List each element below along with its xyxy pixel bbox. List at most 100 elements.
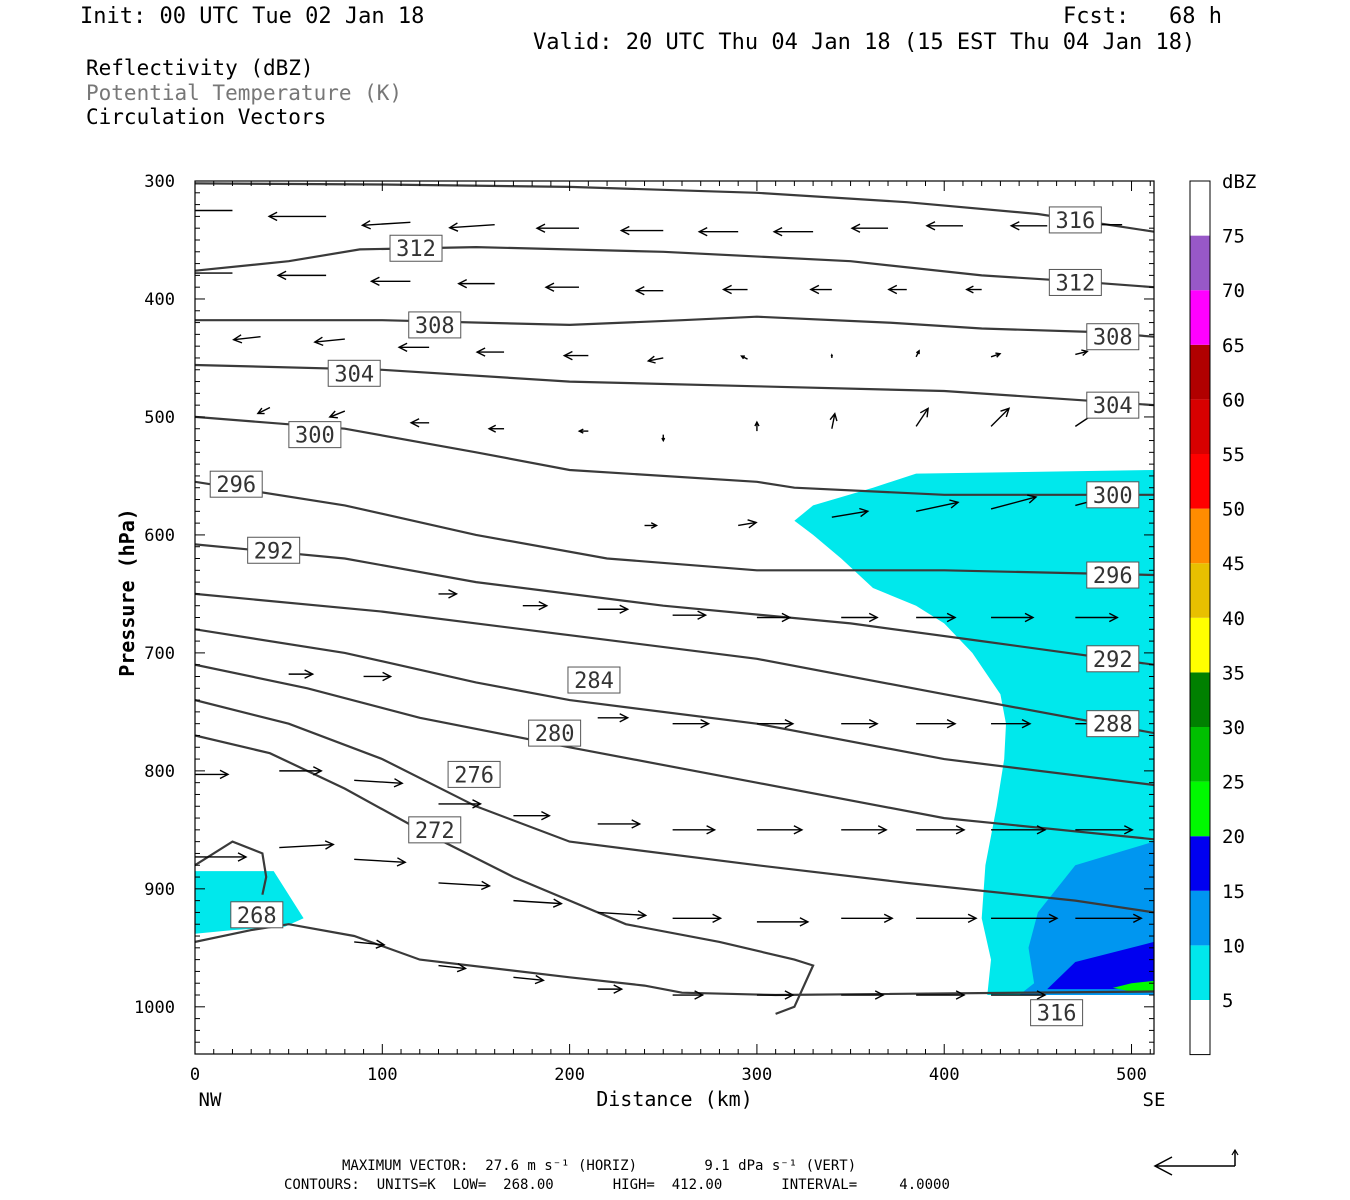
- vector-head: [995, 352, 1002, 358]
- vector-head: [868, 612, 879, 623]
- circulation-vector: [991, 990, 1047, 1000]
- vector-head: [784, 990, 795, 1000]
- circulation-vector: [661, 434, 666, 443]
- vector-head: [313, 336, 324, 347]
- contour-label-300: 300: [288, 421, 342, 449]
- colorbar-tick-label: 75: [1222, 226, 1245, 248]
- circulation-vector: [438, 589, 459, 599]
- contour-label-text: 300: [295, 424, 335, 449]
- x-end-label-nw: NW: [199, 1089, 222, 1111]
- vector-shaft: [1075, 350, 1088, 356]
- circulation-vector: [738, 519, 758, 529]
- contour-label-text: 312: [396, 237, 436, 262]
- reflectivity-region-3: [1047, 941, 1154, 990]
- colorbar-swatch: [1190, 181, 1210, 236]
- vector-head: [552, 898, 563, 908]
- vector-head: [457, 278, 468, 289]
- theta-contour-300: [195, 415, 1154, 496]
- colorbar-tick-label: 65: [1222, 335, 1245, 357]
- circulation-vector: [232, 334, 261, 344]
- circulation-vector: [646, 355, 664, 364]
- contour-label-272: 272: [408, 816, 462, 844]
- contour-label-288: 288: [1086, 710, 1140, 738]
- vector-head: [697, 610, 708, 620]
- y-tick-label: 600: [144, 526, 175, 546]
- contour-label-text: 304: [1093, 394, 1133, 419]
- vector-head: [712, 913, 723, 924]
- circulation-vector: [991, 718, 1032, 729]
- vector-head: [784, 718, 795, 729]
- contour-label-312: 312: [389, 234, 443, 262]
- contour-label-text: 316: [1055, 209, 1095, 234]
- reflectivity-region-4: [1112, 980, 1154, 992]
- colorbar-swatch: [1190, 617, 1210, 673]
- vector-head: [1000, 407, 1011, 418]
- vector-head: [829, 412, 838, 422]
- vector-head: [267, 211, 278, 222]
- colorbar-tick-label: 45: [1222, 553, 1245, 575]
- circulation-vector: [1075, 349, 1089, 357]
- vector-head: [809, 284, 820, 295]
- vector-shaft: [233, 336, 261, 341]
- contour-label-box: [1048, 268, 1102, 296]
- vector-head: [955, 990, 966, 1000]
- vector-head: [619, 604, 630, 614]
- contour-label-box: [408, 311, 462, 339]
- colorbar-swatch: [1190, 399, 1210, 454]
- vector-head: [1132, 913, 1143, 924]
- circulation-vector: [267, 211, 327, 222]
- contour-label-308: 308: [408, 311, 462, 339]
- max-vector-note: MAXIMUM VECTOR: 27.6 m s⁻¹ (HORIZ) 9.1 d…: [342, 1158, 857, 1174]
- contour-label-box: [247, 536, 301, 564]
- vector-head: [747, 519, 758, 529]
- vector-head: [740, 355, 745, 360]
- vector-head: [1009, 221, 1020, 231]
- colorbar-tick-label: 40: [1222, 608, 1245, 630]
- vector-shaft: [354, 779, 403, 785]
- y-tick-label: 1000: [134, 998, 175, 1018]
- circulation-vector: [990, 352, 1002, 358]
- vector-head: [448, 222, 459, 232]
- circulation-vector: [916, 913, 978, 924]
- vector-head: [1036, 990, 1047, 1000]
- vector-shaft: [597, 911, 646, 917]
- vector-shaft: [513, 899, 562, 905]
- theta-contour-284: [195, 628, 1154, 787]
- y-tick-label: 800: [144, 762, 175, 782]
- contour-label-text: 292: [254, 539, 294, 564]
- vector-shaft: [990, 496, 1037, 510]
- vector-head: [1123, 825, 1134, 835]
- vector-shaft: [438, 964, 466, 970]
- colorbar-frame: [1189, 180, 1211, 1056]
- circulation-vector: [916, 825, 966, 835]
- circulation-vector: [925, 221, 963, 231]
- circulation-vector: [313, 336, 345, 347]
- vector-head: [868, 718, 879, 729]
- vector-head: [850, 223, 861, 233]
- reference-vector-vert-head: [1231, 1148, 1239, 1156]
- circulation-vector: [915, 349, 920, 358]
- theta-contour-292: [195, 543, 1154, 666]
- vector-head: [965, 285, 974, 294]
- circulation-vector: [448, 222, 495, 232]
- circulation-vector: [279, 766, 323, 776]
- colorbar-swatch: [1190, 727, 1210, 782]
- contour-label-316: 316: [1048, 206, 1102, 234]
- vector-head: [393, 778, 404, 788]
- y-tick-label: 700: [144, 644, 175, 664]
- contour-label-284: 284: [567, 666, 621, 694]
- vector-head: [382, 671, 393, 682]
- colorbar-tick-label: 50: [1222, 499, 1245, 521]
- vector-head: [877, 825, 888, 835]
- vector-shaft: [354, 858, 406, 864]
- colorbar-tick-label: 60: [1222, 389, 1245, 411]
- contour-label-text: 268: [237, 904, 277, 929]
- contour-label-text: 308: [415, 314, 455, 339]
- theta-contour-312: [195, 245, 1154, 289]
- legend-reflectivity: Reflectivity (dBZ): [86, 56, 314, 80]
- circulation-vector: [990, 494, 1038, 510]
- vector-head: [754, 420, 760, 427]
- reference-vector-head: [1153, 1156, 1173, 1176]
- x-tick-label: 100: [367, 1065, 398, 1085]
- contour-label-box: [1086, 561, 1140, 589]
